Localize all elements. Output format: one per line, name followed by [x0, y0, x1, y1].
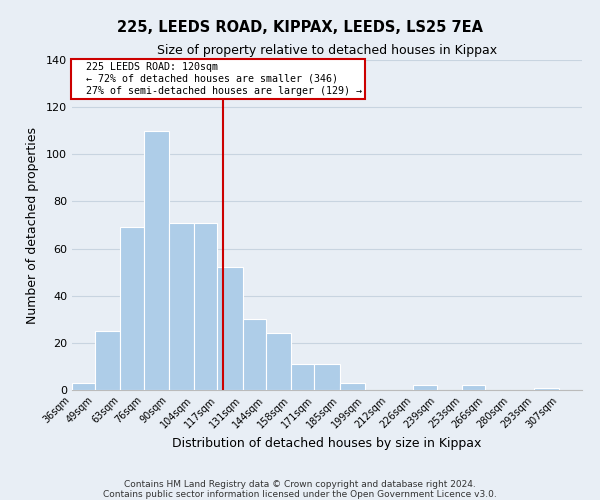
Text: 225, LEEDS ROAD, KIPPAX, LEEDS, LS25 7EA: 225, LEEDS ROAD, KIPPAX, LEEDS, LS25 7EA	[117, 20, 483, 35]
Bar	[314, 364, 340, 390]
Bar	[194, 222, 217, 390]
Y-axis label: Number of detached properties: Number of detached properties	[26, 126, 39, 324]
Text: 225 LEEDS ROAD: 120sqm
  ← 72% of detached houses are smaller (346)
  27% of sem: 225 LEEDS ROAD: 120sqm ← 72% of detached…	[74, 62, 362, 96]
Bar	[121, 228, 144, 390]
Bar	[95, 331, 121, 390]
Bar	[266, 334, 291, 390]
Bar	[291, 364, 314, 390]
Title: Size of property relative to detached houses in Kippax: Size of property relative to detached ho…	[157, 44, 497, 58]
Bar	[340, 383, 365, 390]
Bar	[169, 222, 194, 390]
Text: Contains public sector information licensed under the Open Government Licence v3: Contains public sector information licen…	[103, 490, 497, 499]
Bar	[533, 388, 559, 390]
Bar	[242, 320, 266, 390]
Bar	[413, 386, 437, 390]
Bar	[461, 386, 485, 390]
Bar	[144, 130, 169, 390]
X-axis label: Distribution of detached houses by size in Kippax: Distribution of detached houses by size …	[172, 436, 482, 450]
Bar	[217, 268, 242, 390]
Bar	[72, 383, 95, 390]
Text: Contains HM Land Registry data © Crown copyright and database right 2024.: Contains HM Land Registry data © Crown c…	[124, 480, 476, 489]
